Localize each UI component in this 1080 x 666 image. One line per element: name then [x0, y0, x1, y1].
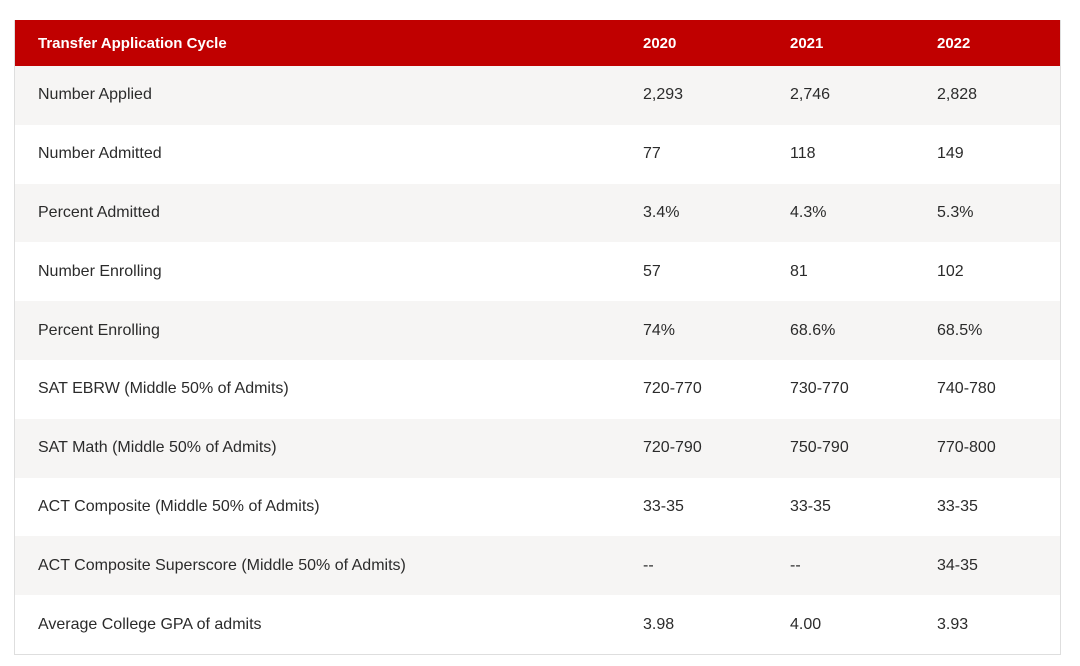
cell-2022: 33-35: [937, 497, 978, 515]
table-row: SAT EBRW (Middle 50% of Admits) 720-770 …: [15, 359, 1060, 419]
table-row: Percent Enrolling 74% 68.6% 68.5%: [15, 301, 1060, 360]
table-header: Transfer Application Cycle 2020 2021 202…: [15, 20, 1060, 66]
cell-2020: 3.4%: [643, 203, 680, 221]
cell-2022: 770-800: [937, 439, 996, 457]
transfer-stats-table: Transfer Application Cycle 2020 2021 202…: [15, 20, 1060, 654]
row-label: Number Admitted: [38, 145, 162, 163]
cell-2021: --: [790, 556, 801, 574]
cell-2021: 33-35: [790, 497, 831, 515]
cell-2022: 149: [937, 145, 964, 163]
table-row: ACT Composite (Middle 50% of Admits) 33-…: [15, 477, 1060, 537]
row-label: Percent Enrolling: [38, 321, 160, 339]
cell-2020: 33-35: [643, 497, 684, 515]
cell-2020: 74%: [643, 321, 676, 339]
cell-2020: 77: [643, 145, 661, 163]
cell-2022: 102: [937, 262, 964, 280]
cell-2021: 750-790: [790, 439, 849, 457]
row-label: Number Applied: [38, 86, 152, 104]
cell-2020: 720-770: [643, 380, 702, 398]
cell-2022: 68.5%: [937, 321, 983, 339]
row-label: SAT EBRW (Middle 50% of Admits): [38, 380, 289, 398]
cell-2021: 81: [790, 262, 808, 280]
cell-2020: 720-790: [643, 439, 702, 457]
cell-2021: 4.3%: [790, 203, 827, 221]
table-body: Number Applied 2,293 2,746 2,828 Number …: [15, 66, 1060, 654]
cell-2022: 740-780: [937, 380, 996, 398]
row-label: ACT Composite (Middle 50% of Admits): [38, 497, 320, 515]
cell-2022: 3.93: [937, 615, 969, 633]
table-header-row: Transfer Application Cycle 2020 2021 202…: [15, 20, 1060, 66]
table-row: SAT Math (Middle 50% of Admits) 720-790 …: [15, 418, 1060, 478]
row-label: ACT Composite Superscore (Middle 50% of …: [38, 556, 406, 574]
cell-2020: 3.98: [643, 615, 675, 633]
row-label: SAT Math (Middle 50% of Admits): [38, 439, 277, 457]
transfer-stats-table-container: Transfer Application Cycle 2020 2021 202…: [14, 20, 1061, 655]
cell-2022: 34-35: [937, 556, 978, 574]
row-label: Percent Admitted: [38, 203, 160, 221]
cell-2021: 118: [790, 145, 816, 163]
header-year-2022: 2022: [937, 34, 971, 52]
cell-2021: 730-770: [790, 380, 849, 398]
table-row: ACT Composite Superscore (Middle 50% of …: [15, 536, 1060, 596]
header-year-2020: 2020: [643, 34, 677, 52]
table-row: Number Enrolling 57 81 102: [15, 242, 1060, 302]
cell-2020: --: [643, 556, 654, 574]
cell-2020: 57: [643, 262, 661, 280]
cell-2022: 2,828: [937, 86, 978, 104]
cell-2021: 68.6%: [790, 321, 836, 339]
header-year-2021: 2021: [790, 34, 824, 52]
cell-2021: 4.00: [790, 615, 822, 633]
cell-2022: 5.3%: [937, 203, 974, 221]
cell-2020: 2,293: [643, 86, 684, 104]
cell-2021: 2,746: [790, 86, 831, 104]
header-cycle-label: Transfer Application Cycle: [38, 34, 227, 52]
table-row: Number Admitted 77 118 149: [15, 124, 1060, 184]
table-row: Percent Admitted 3.4% 4.3% 5.3%: [15, 183, 1060, 243]
row-label: Number Enrolling: [38, 262, 162, 280]
table-row: Number Applied 2,293 2,746 2,828: [15, 66, 1060, 125]
row-label: Average College GPA of admits: [38, 615, 262, 633]
table-row: Average College GPA of admits 3.98 4.00 …: [15, 595, 1060, 654]
